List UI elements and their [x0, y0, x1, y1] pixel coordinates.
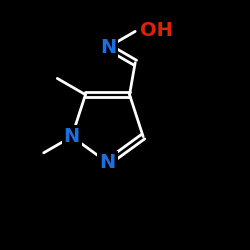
Text: N: N — [100, 153, 116, 172]
Text: N: N — [64, 127, 80, 146]
Text: OH: OH — [140, 21, 173, 40]
Text: N: N — [100, 38, 116, 56]
